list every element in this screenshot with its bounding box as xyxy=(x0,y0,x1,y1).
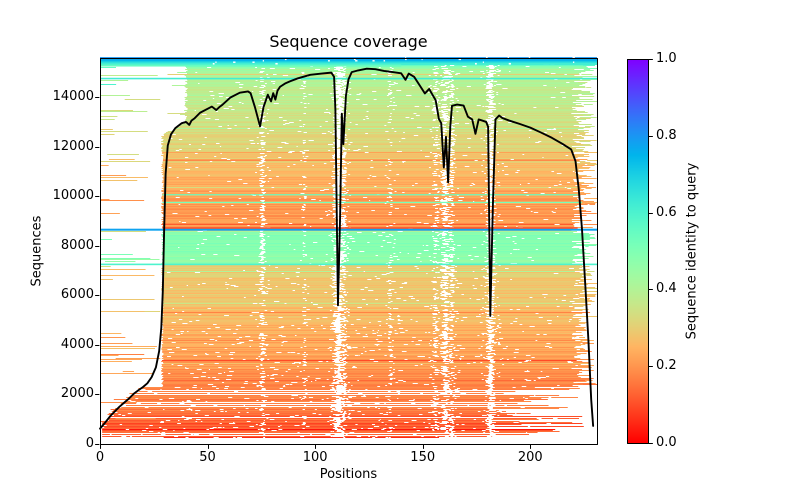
msa-coverage-plot-canvas xyxy=(0,0,800,500)
figure: Sequence coverage Positions Sequences Se… xyxy=(0,0,800,500)
